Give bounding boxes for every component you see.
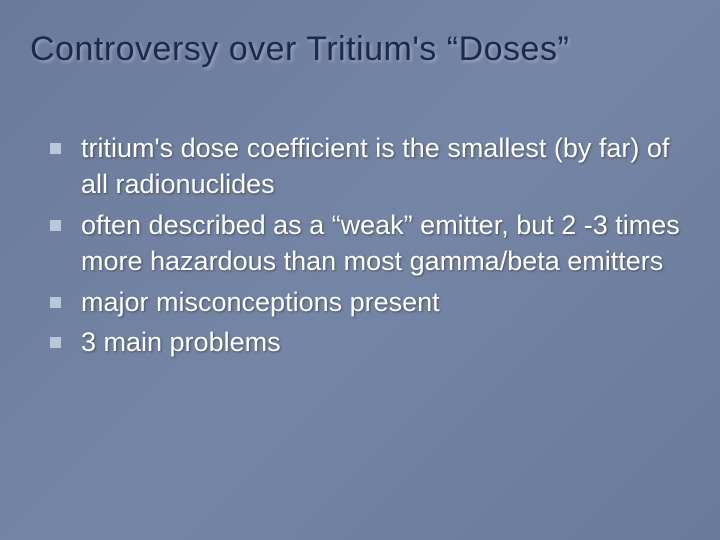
slide-content: tritium's dose coefficient is the smalle… (50, 130, 690, 365)
list-item: often described as a “weak” emitter, but… (50, 207, 690, 280)
list-item: 3 main problems (50, 324, 690, 360)
square-bullet-icon (50, 143, 61, 154)
slide-title: Controversy over Tritium's “Doses” (30, 30, 690, 69)
slide: Controversy over Tritium's “Doses” triti… (0, 0, 720, 540)
bullet-text: often described as a “weak” emitter, but… (81, 207, 690, 280)
bullet-text: 3 main problems (81, 324, 690, 360)
bullet-text: tritium's dose coefficient is the smalle… (81, 130, 690, 203)
square-bullet-icon (50, 297, 61, 308)
list-item: major misconceptions present (50, 284, 690, 320)
square-bullet-icon (50, 337, 61, 348)
list-item: tritium's dose coefficient is the smalle… (50, 130, 690, 203)
square-bullet-icon (50, 220, 61, 231)
bullet-text: major misconceptions present (81, 284, 690, 320)
